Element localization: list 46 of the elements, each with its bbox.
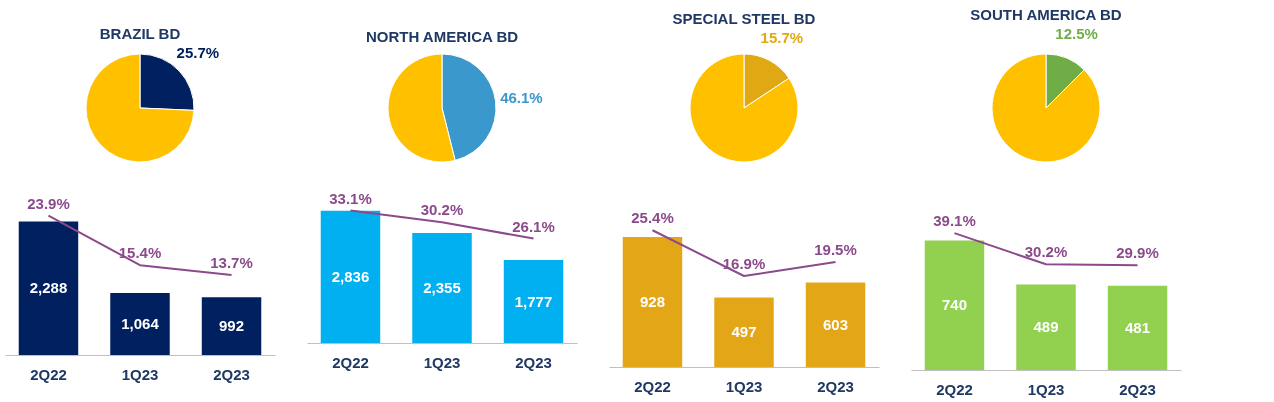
data-label: 30.2% xyxy=(1024,243,1068,261)
x-tick-label: 1Q23 xyxy=(121,365,159,383)
data-label: 2,355 xyxy=(423,279,461,297)
data-label: 25.7% xyxy=(176,43,220,61)
chart-title: SPECIAL STEEL BD xyxy=(672,9,816,27)
data-label: 13.7% xyxy=(210,254,253,272)
data-label: 19.5% xyxy=(814,241,857,258)
data-label: 2,836 xyxy=(331,267,370,285)
data-label: 39.1% xyxy=(933,212,976,230)
data-label: 23.9% xyxy=(27,194,70,212)
chart-title: NORTH AMERICA BD xyxy=(365,28,519,45)
x-tick-label: 2Q23 xyxy=(515,353,552,371)
data-label: 15.7% xyxy=(760,28,804,46)
data-label: 603 xyxy=(823,315,849,333)
data-label: 25.4% xyxy=(631,209,674,227)
data-label: 12.5% xyxy=(1055,25,1098,43)
data-label: 481 xyxy=(1125,318,1151,336)
x-tick-label: 2Q23 xyxy=(1119,380,1156,398)
x-tick-label: 2Q22 xyxy=(634,377,671,395)
data-label: 740 xyxy=(941,296,967,314)
data-label: 497 xyxy=(731,323,757,341)
data-label: 46.1% xyxy=(500,89,543,107)
chart-title: SOUTH AMERICA BD xyxy=(970,6,1122,24)
x-tick-label: 1Q23 xyxy=(1027,380,1065,398)
data-label: 29.9% xyxy=(1116,244,1159,262)
chart-title: BRAZIL BD xyxy=(99,24,181,42)
data-label: 15.4% xyxy=(118,244,162,262)
data-label: 33.1% xyxy=(329,189,372,207)
pie-slice xyxy=(689,53,799,163)
x-tick-label: 2Q22 xyxy=(936,380,973,398)
data-label: 489 xyxy=(1033,318,1059,336)
x-tick-label: 1Q23 xyxy=(423,353,461,371)
data-label: 928 xyxy=(639,293,665,311)
pie-slice xyxy=(991,53,1101,163)
data-label: 30.2% xyxy=(420,201,464,219)
data-label: 1,064 xyxy=(121,314,160,332)
data-label: 2,288 xyxy=(29,279,68,297)
data-label: 26.1% xyxy=(512,217,555,235)
x-tick-label: 2Q22 xyxy=(332,353,369,371)
x-tick-label: 2Q23 xyxy=(213,365,250,383)
x-tick-label: 2Q22 xyxy=(30,365,67,383)
data-label: 16.9% xyxy=(722,255,766,272)
x-tick-label: 1Q23 xyxy=(725,377,763,395)
data-label: 1,777 xyxy=(514,292,553,310)
x-tick-label: 2Q23 xyxy=(817,377,854,395)
data-label: 992 xyxy=(219,317,245,335)
